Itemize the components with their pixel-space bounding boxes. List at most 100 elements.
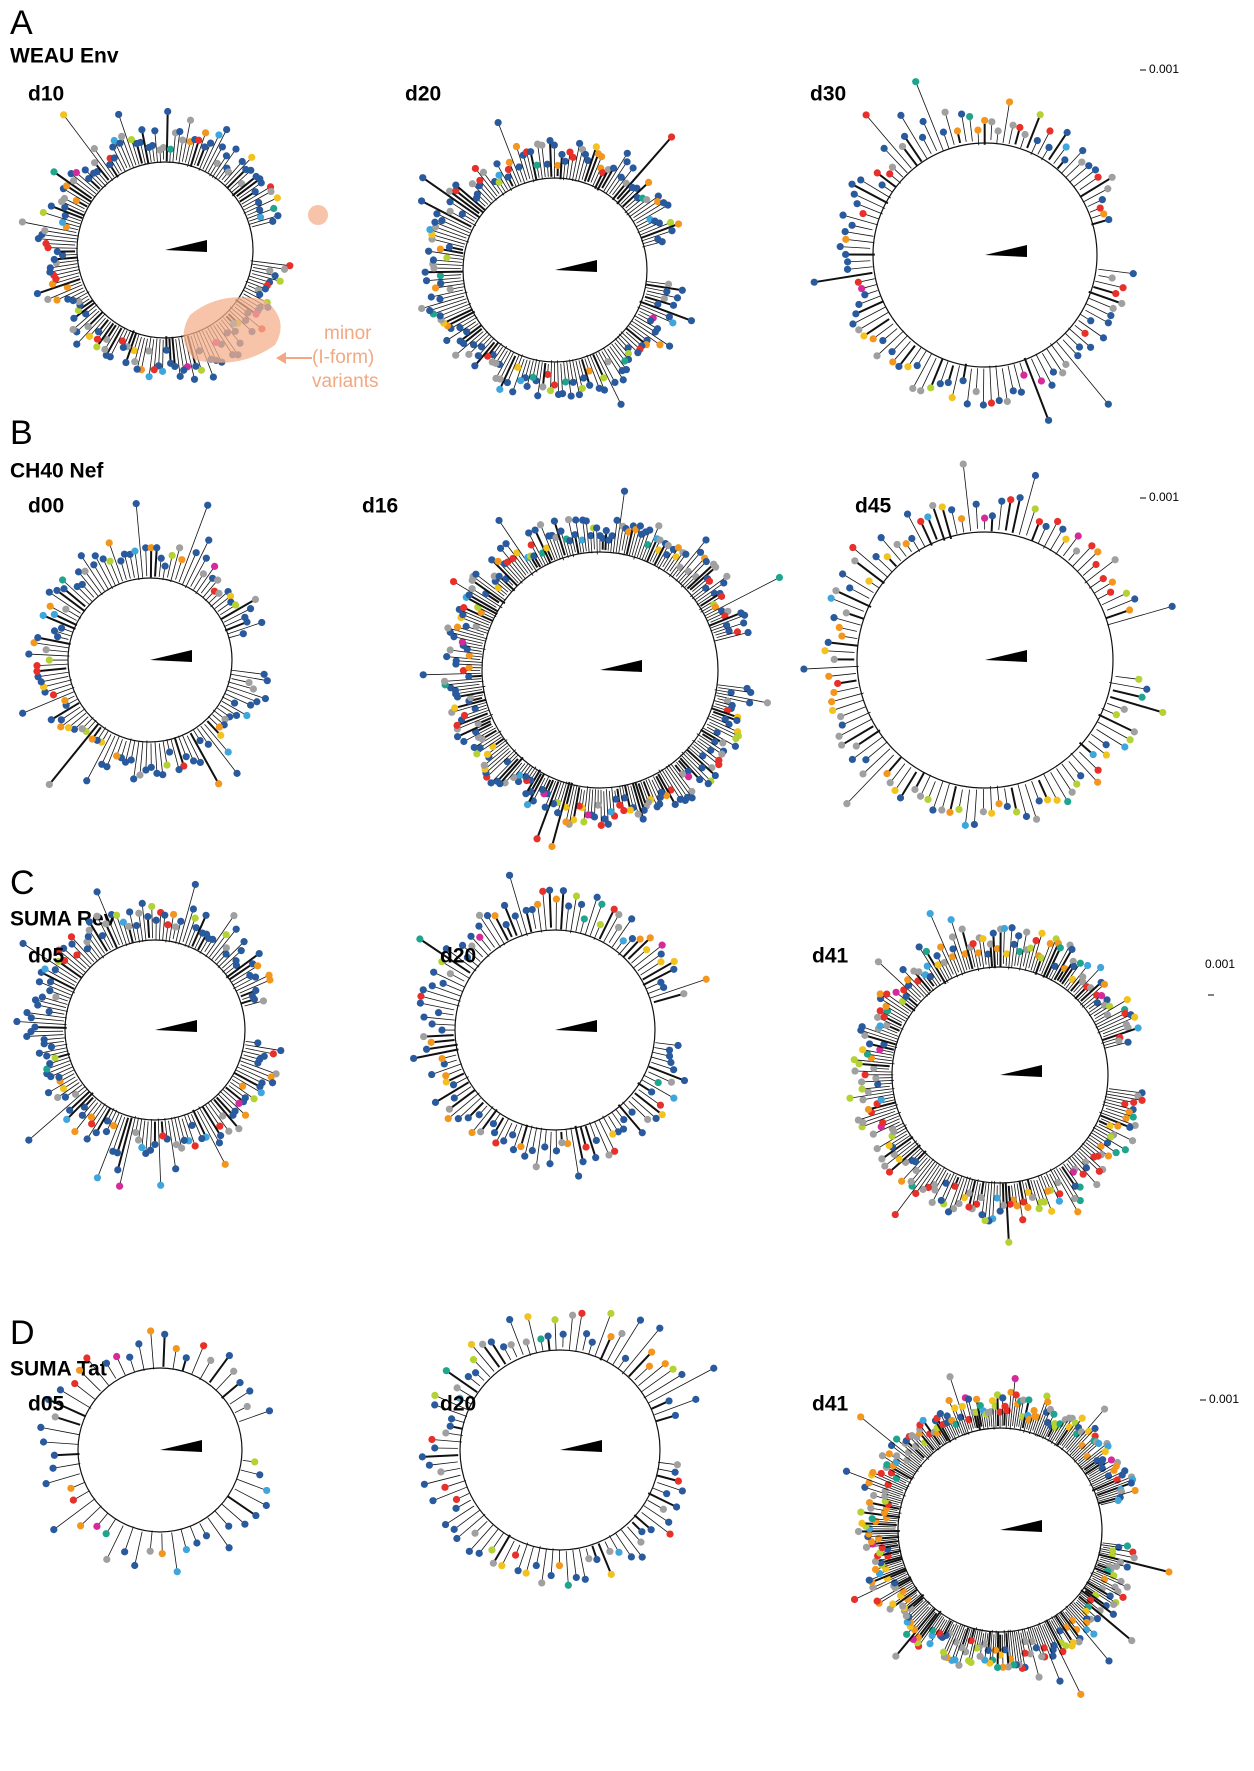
leaf [217, 732, 224, 739]
leaf [610, 165, 617, 172]
leaf [494, 558, 501, 565]
leaf [887, 779, 894, 786]
branch [146, 740, 147, 770]
leaf [59, 576, 66, 583]
leaf [899, 966, 906, 973]
leaf [272, 272, 279, 279]
leaf [1068, 946, 1075, 953]
leaf [120, 344, 127, 351]
branch [171, 739, 179, 769]
leaf [473, 750, 480, 757]
leaf [573, 892, 580, 899]
branch [569, 1315, 572, 1349]
branch [842, 726, 874, 745]
branch [1095, 1010, 1125, 1025]
leaf [226, 1352, 233, 1359]
leaf [965, 1396, 972, 1403]
leaf [215, 131, 222, 138]
branch [962, 114, 967, 142]
leaf [821, 647, 828, 654]
leaf [62, 606, 69, 613]
leaf [965, 1657, 972, 1664]
leaf [509, 1131, 516, 1138]
leaf [215, 590, 222, 597]
leaf [431, 1392, 438, 1399]
leaf [502, 540, 509, 547]
leaf [230, 912, 237, 919]
leaf [443, 653, 450, 660]
leaf [425, 248, 432, 255]
leaf [565, 1582, 572, 1589]
leaf [1092, 166, 1099, 173]
leaf [43, 1480, 50, 1487]
leaf [620, 937, 627, 944]
branch [1051, 772, 1068, 801]
leaf [899, 1602, 906, 1609]
leaf [170, 911, 177, 918]
leaf [77, 1522, 84, 1529]
leaf [555, 391, 562, 398]
leaf [1121, 706, 1128, 713]
leaf [1037, 111, 1044, 118]
leaf [51, 627, 58, 634]
leaf [437, 245, 444, 252]
leaf [419, 174, 426, 181]
leaf [135, 1340, 142, 1347]
leaf [851, 1596, 858, 1603]
leaf [1033, 1644, 1040, 1651]
leaf [1087, 317, 1094, 324]
leaf [89, 735, 96, 742]
leaf [942, 109, 949, 116]
leaf [710, 1365, 717, 1372]
leaf [945, 1397, 952, 1404]
branch [440, 292, 467, 299]
leaf [73, 169, 80, 176]
leaf [247, 167, 254, 174]
branch [950, 786, 956, 812]
leaf [258, 1089, 265, 1096]
leaf [854, 200, 861, 207]
annotation: variants [312, 371, 379, 392]
leaf [981, 117, 988, 124]
leaf [857, 1508, 864, 1515]
leaf [917, 387, 924, 394]
leaf [463, 623, 470, 630]
leaf [593, 143, 600, 150]
leaf [465, 1114, 472, 1121]
leaf [855, 301, 862, 308]
leaf [873, 352, 880, 359]
leaf [1081, 330, 1088, 337]
leaf [457, 337, 464, 344]
branch [543, 891, 546, 930]
leaf [523, 1570, 530, 1577]
leaf [811, 279, 818, 286]
leaf [60, 111, 67, 118]
leaf [593, 1556, 600, 1563]
highlight [308, 205, 328, 225]
leaf [897, 794, 904, 801]
leaf [103, 1360, 110, 1367]
leaf [988, 810, 995, 817]
leaf [1118, 300, 1125, 307]
leaf [46, 589, 53, 596]
branch [634, 202, 658, 218]
leaf [894, 541, 901, 548]
leaf [558, 151, 565, 158]
leaf [488, 1338, 495, 1345]
leaf [40, 612, 47, 619]
leaf [250, 1095, 257, 1102]
leaf [79, 581, 86, 588]
branch [137, 338, 144, 369]
branch [163, 1334, 164, 1366]
leaf [207, 1357, 214, 1364]
leaf [648, 1088, 655, 1095]
branch [829, 673, 856, 676]
leaf [1050, 1411, 1057, 1418]
branch [37, 668, 66, 671]
leaf [1131, 1014, 1138, 1021]
leaf [247, 702, 254, 709]
tree [811, 78, 1137, 424]
branch [49, 724, 98, 784]
leaf [47, 264, 54, 271]
leaf [437, 280, 444, 287]
